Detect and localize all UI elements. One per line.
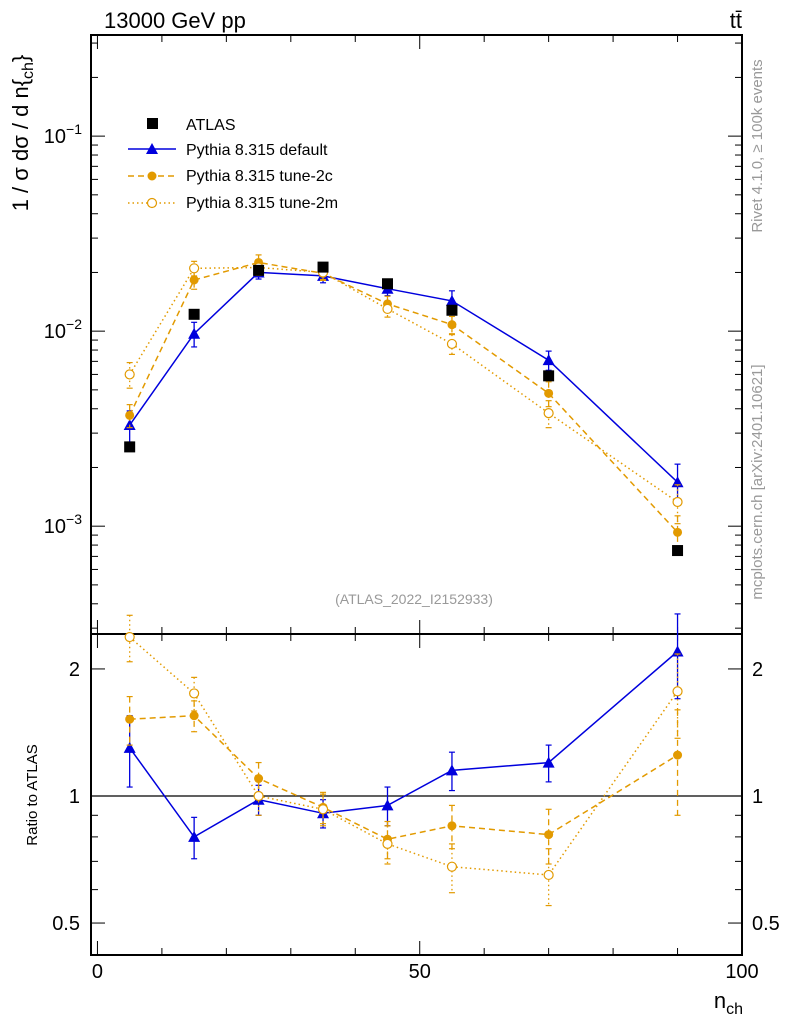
main-line-tune2c [129,261,679,533]
main-point-tune2m [382,303,393,315]
ratio-point-default [123,741,136,753]
main-point-tune2c [673,527,683,537]
x-tick-label: 100 [725,961,758,983]
main-point-tune2c [544,388,554,398]
xlabel: nch [714,988,743,1018]
main-point-atlas [543,370,555,382]
ratio-line-default [129,650,678,838]
ratio-panel-frame [90,633,743,956]
main-point-default [542,354,555,366]
main-point-atlas [253,264,265,276]
main-point-atlas [446,304,458,316]
main-point-atlas [317,261,329,273]
y-tick-exponent: −2 [66,316,82,332]
legend-label-default: Pythia 8.315 default [186,142,328,159]
main-point-default [123,419,136,431]
main-ylabel-text: 1 / σ dσ / d n{ch} [8,55,37,212]
main-point-default [188,327,201,339]
header-process-label: tt̄ [730,8,742,33]
y-tick-base: 10 [44,321,66,343]
main-line-default [129,271,679,483]
ratio-point-tune2c [125,714,135,724]
ratio-line-tune2c [129,714,678,840]
legend-marker-tune2c [147,171,157,181]
y-tick-base: 10 [44,126,66,148]
legend-label-tune2m: Pythia 8.315 tune-2m [186,195,338,212]
ratio-point-tune2c [544,830,554,840]
legend-marker-tune2m [146,197,158,209]
ratio-point-tune2m [543,869,554,881]
ratio-series-tune2m [124,614,683,907]
ratio-point-default [381,799,394,811]
ratio-y-tick-label-right: 0.5 [752,913,780,935]
ratio-point-tune2c [189,711,199,721]
analysis-watermark: (ATLAS_2022_I2152933) [335,591,493,607]
ratio-ylabel: Ratio to ATLAS [24,744,41,845]
ratio-point-tune2m [253,790,264,802]
mcplots-label: mcplots.cern.ch [arXiv:2401.10621] [749,364,766,599]
y-tick-label: 10−2 [44,316,82,343]
xlabel-subscript: ch [726,1001,743,1018]
ratio-point-tune2c [673,750,683,760]
main-point-atlas [381,278,393,290]
ratio-y-tick-label-right: 1 [752,786,763,808]
ratio-point-tune2m [382,838,393,849]
ratio-point-tune2m [672,686,683,697]
main-point-tune2m [446,338,458,350]
ratio-point-default [542,756,555,768]
legend-marker-atlas [147,118,158,129]
main-series-default [123,265,684,506]
ratio-series-default [123,613,684,860]
ratio-point-tune2m [124,631,135,643]
main-line-tune2m [129,266,678,503]
y-tick-exponent: −3 [66,511,82,527]
ratio-point-tune2m [317,804,329,815]
ylabel-base: 1 / σ dσ / d n{ [8,79,33,211]
y-tick-base: 10 [44,516,66,538]
legend-label-tune2c: Pythia 8.315 tune-2c [186,168,333,185]
main-point-atlas [672,545,684,557]
ratio-y-tick-label: 2 [69,659,80,681]
ratio-series-tune2c [125,695,683,865]
ratio-point-default [445,764,458,776]
x-tick-label: 0 [92,961,103,983]
ratio-y-tick-label: 1 [69,786,80,808]
legend-marker-default [146,143,158,154]
main-point-tune2c [189,275,199,285]
ylabel-subscript: ch [20,62,37,79]
ratio-point-tune2m [189,688,200,699]
header-collision-label: 13000 GeV pp [104,8,246,33]
y-tick-label: 10−1 [44,121,82,148]
x-tick-label: 50 [409,961,431,983]
main-series-tune2c [125,254,683,554]
rivet-version-label: Rivet 4.1.0, ≥ 100k events [749,59,766,232]
main-point-tune2m [672,496,683,508]
ratio-y-tick-label-right: 2 [752,659,763,681]
main-point-tune2c [447,320,457,330]
xlabel-base: n [714,988,726,1013]
legend: ATLAS Pythia 8.315 default Pythia 8.315 … [128,117,338,212]
ratio-point-tune2m [446,861,458,872]
main-series-atlas [124,261,684,557]
ratio-y-tick-label: 0.5 [52,913,80,935]
ratio-point-default [188,830,201,842]
y-tick-label: 10−3 [44,511,82,538]
main-point-tune2c [125,410,135,420]
ylabel-brace: } [8,55,33,62]
main-point-atlas [124,441,136,453]
main-ylabel: 1 / σ dσ / d n{ch} [8,55,37,212]
y-tick-exponent: −1 [66,121,82,137]
main-point-tune2m [543,408,554,419]
main-series-tune2m [124,259,683,525]
ratio-point-tune2c [447,821,457,831]
legend-label-atlas: ATLAS [186,117,236,134]
main-point-atlas [188,308,200,320]
main-point-default [445,294,458,306]
main-point-tune2m [189,263,200,274]
xlabel-text: nch [714,988,743,1018]
main-point-tune2m [124,369,135,380]
ratio-line-tune2m [129,636,679,876]
